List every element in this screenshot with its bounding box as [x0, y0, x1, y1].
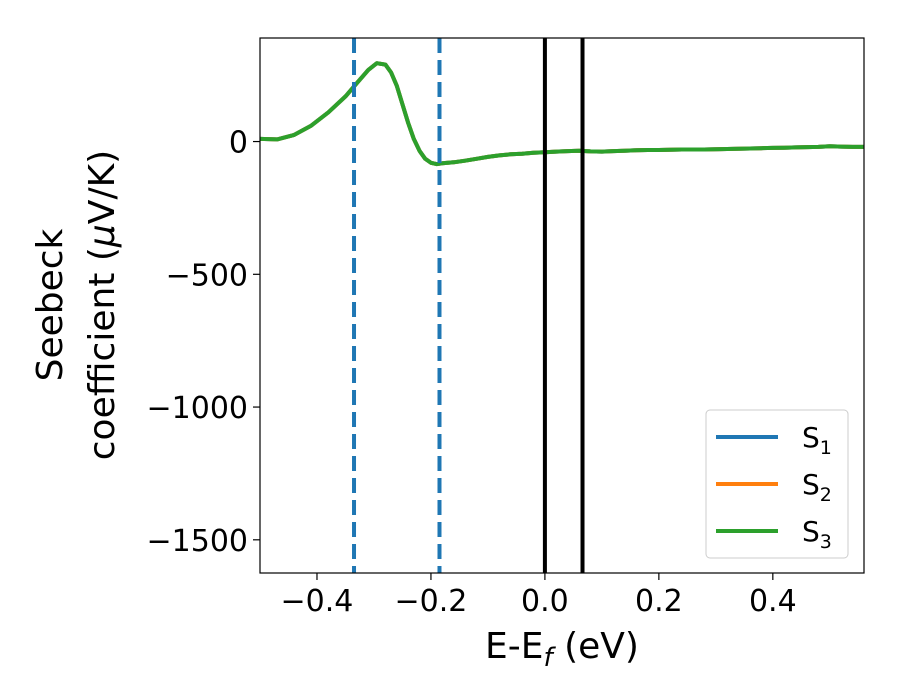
y-axis-label: Seebeck coefficient (μV/K) [30, 150, 123, 460]
x-axis-label: E-Ef (eV) [485, 626, 639, 673]
y-tick-label: −1000 [147, 391, 248, 426]
legend-label-s3: S3 [802, 515, 832, 553]
y-tick-label: 0 [229, 126, 248, 161]
x-tick-label: 0.0 [521, 584, 569, 619]
legend-entries: S1 S2 S3 [716, 421, 832, 553]
y-axis-label-line1: Seebeck [30, 228, 71, 381]
y-axis-label-line2: coefficient (μV/K) [82, 150, 123, 460]
legend-label-s2: S2 [802, 468, 832, 506]
series-line-s3 [260, 61, 864, 167]
plot-frame [259, 37, 865, 574]
x-tick-label: 0.2 [635, 584, 683, 619]
axis-ticks: −0.4 −0.2 0.0 0.2 0.4 0 −500 −1000 −1500 [147, 126, 797, 619]
legend-label-s1: S1 [802, 421, 832, 459]
y-tick-label: −1500 [147, 524, 248, 559]
x-tick-label: −0.2 [395, 584, 468, 619]
x-tick-label: −0.4 [281, 584, 354, 619]
y-tick-label: −500 [166, 258, 248, 293]
legend: S1 S2 S3 [705, 409, 849, 559]
plot-content [260, 38, 864, 573]
x-tick-label: 0.4 [749, 584, 797, 619]
